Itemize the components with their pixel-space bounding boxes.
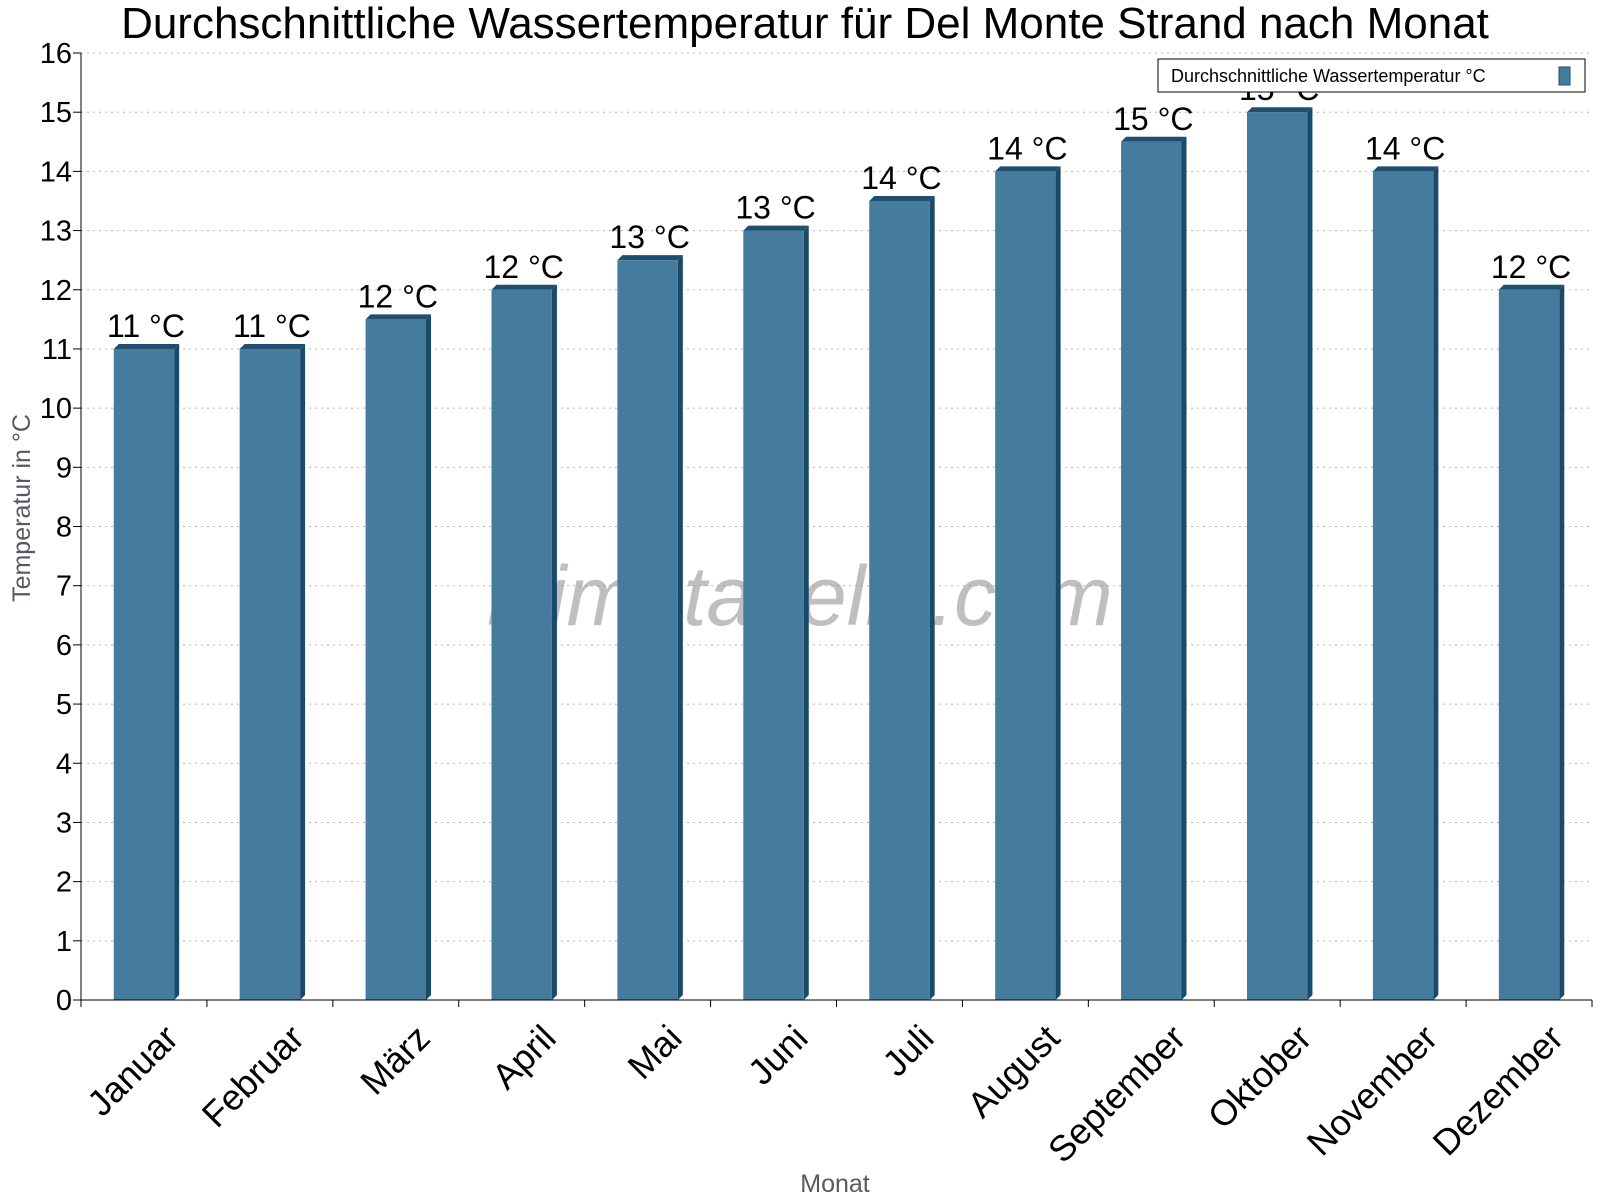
- data-label: 15 °C: [1113, 101, 1193, 137]
- bar-side: [803, 225, 809, 1000]
- bar-side: [551, 284, 557, 1000]
- y-tick-label: 9: [56, 452, 72, 484]
- x-tick-label: April: [484, 1017, 564, 1097]
- bar: [1498, 289, 1560, 1000]
- bar-side: [677, 255, 683, 1000]
- bar-side: [1055, 166, 1061, 1000]
- data-label: 11 °C: [107, 308, 185, 344]
- bar-top: [113, 343, 180, 349]
- bar: [743, 230, 804, 1000]
- bar-top: [869, 195, 935, 201]
- bar: [365, 319, 427, 1000]
- data-label: 14 °C: [1365, 130, 1445, 166]
- y-tick-label: 3: [56, 807, 72, 839]
- bar-side: [1307, 107, 1313, 1000]
- y-tick-label: 13: [40, 216, 72, 248]
- bars: 11 °C 11 °C 12 °C 12 °C 13 °C 13 °C 14 °C 14 °C…: [107, 71, 1571, 1000]
- y-axis-title: Temperatur in °C: [8, 414, 36, 602]
- bar: [995, 171, 1056, 1000]
- y-tick-label: 6: [56, 630, 72, 662]
- data-label: 12 °C: [358, 278, 438, 314]
- data-label: 11 °C: [233, 308, 311, 344]
- x-tick-label: August: [959, 1017, 1067, 1125]
- y-tick-label: 14: [40, 156, 72, 188]
- bar-side: [426, 314, 432, 1000]
- bar-top: [1498, 284, 1565, 290]
- y-tick-label: 0: [56, 985, 72, 1017]
- bar-side: [300, 343, 306, 1000]
- chart-title: Durchschnittliche Wassertemperatur für D…: [121, 0, 1489, 48]
- bar: [869, 200, 930, 1000]
- legend-box: [1157, 58, 1586, 93]
- data-label: 12 °C: [1491, 249, 1571, 285]
- bar-top: [1121, 136, 1187, 142]
- bar: [617, 260, 678, 1000]
- bar-side: [1433, 166, 1439, 1000]
- x-tick-label: September: [1040, 1017, 1194, 1171]
- data-label: 14 °C: [987, 130, 1067, 166]
- bar: [113, 348, 175, 1000]
- data-label: 13 °C: [735, 190, 815, 226]
- legend-label: Durchschnittliche Wassertemperatur °C: [1171, 66, 1486, 86]
- x-tick-label: November: [1299, 1017, 1445, 1163]
- bar: [239, 348, 301, 1000]
- bar-top: [617, 255, 683, 261]
- bar: [1246, 112, 1308, 1000]
- x-axis-title: Monat: [800, 1170, 870, 1198]
- y-tick-label: 16: [40, 38, 72, 70]
- y-tick-label: 2: [56, 867, 72, 899]
- bar-top: [365, 314, 432, 320]
- y-tick-label: 1: [56, 926, 72, 958]
- bar-top: [1372, 166, 1439, 172]
- x-tick-label: Mai: [620, 1017, 690, 1087]
- x-tick-label: Januar: [79, 1017, 186, 1124]
- bar-top: [995, 166, 1061, 172]
- x-tick-label: Juli: [874, 1017, 941, 1084]
- bar-side: [174, 343, 180, 1000]
- y-tick-label: 12: [40, 275, 72, 307]
- bar-top: [239, 343, 306, 349]
- bar: [1372, 171, 1434, 1000]
- data-label: 13 °C: [609, 219, 689, 255]
- bar: [491, 289, 552, 1000]
- bar-top: [743, 225, 809, 231]
- y-tick-label: 15: [40, 97, 72, 129]
- y-tick-label: 7: [56, 571, 72, 603]
- legend: Durchschnittliche Wassertemperatur °C: [1157, 58, 1586, 93]
- x-tick-label: Februar: [194, 1017, 312, 1135]
- y-tick-label: 5: [56, 689, 72, 721]
- y-tick-label: 10: [40, 393, 72, 425]
- x-tick-label: Juni: [740, 1017, 816, 1093]
- y-tick-label: 11: [42, 334, 72, 366]
- data-label: 14 °C: [861, 160, 941, 196]
- data-label: 12 °C: [484, 249, 564, 285]
- x-tick-label: Oktober: [1200, 1017, 1320, 1137]
- bar-side: [929, 195, 935, 1000]
- y-tick-label: 8: [56, 512, 72, 544]
- y-tick-label: 4: [56, 748, 72, 780]
- bar-top: [491, 284, 557, 290]
- grid: [81, 52, 1592, 942]
- legend-swatch: [1558, 66, 1571, 86]
- bar-top: [1246, 107, 1313, 113]
- x-tick-label: März: [352, 1017, 438, 1103]
- bar: [1121, 141, 1182, 1000]
- bar-side: [1559, 284, 1565, 1000]
- x-tick-label: Dezember: [1425, 1017, 1571, 1163]
- bar-side: [1181, 136, 1187, 1000]
